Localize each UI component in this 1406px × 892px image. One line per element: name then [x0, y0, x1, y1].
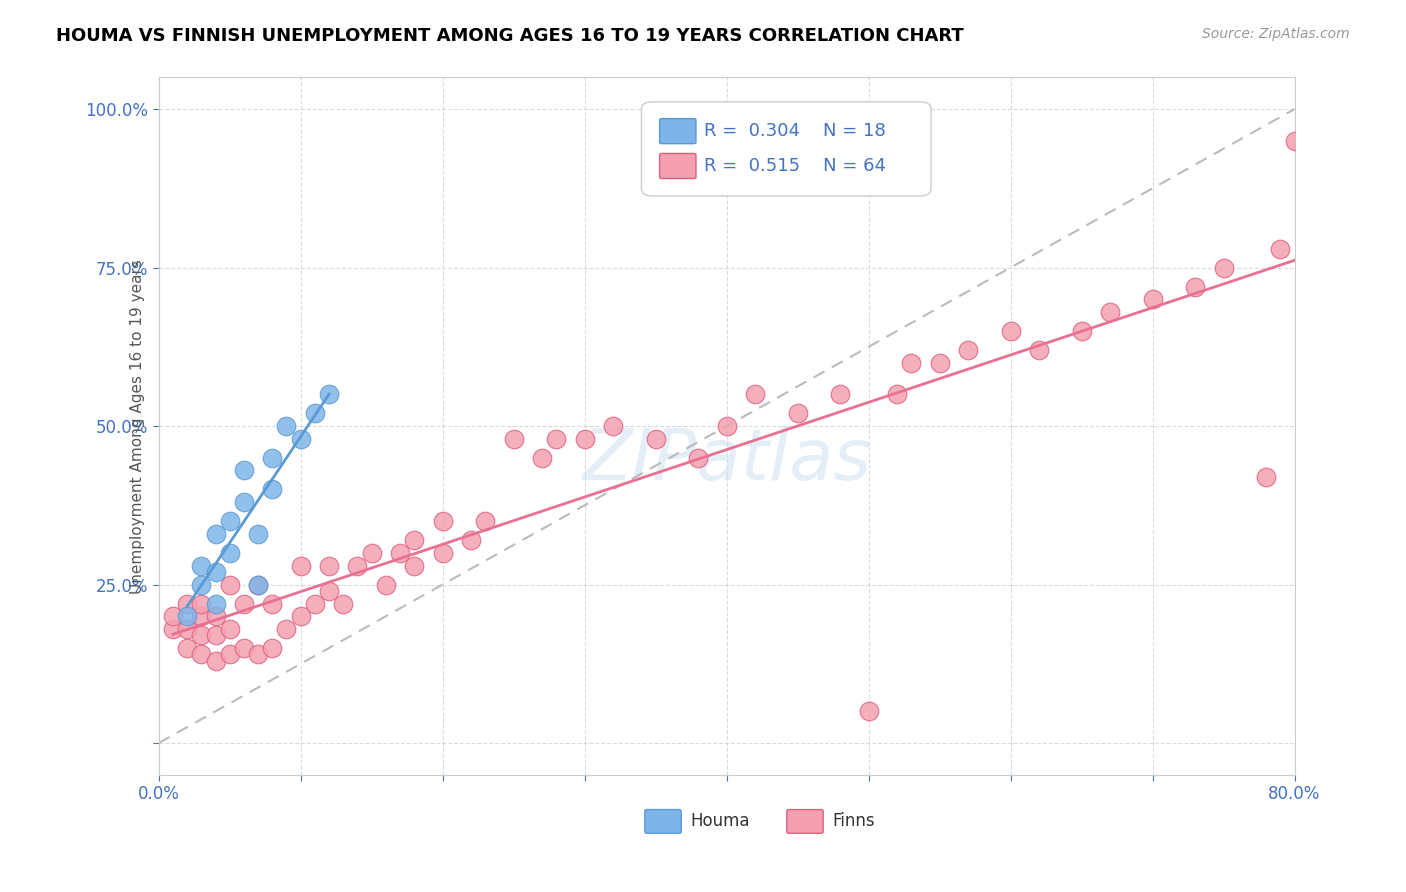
Point: [290, 432, 312, 446]
Point: [502, 432, 524, 446]
Point: [232, 463, 254, 477]
Point: [304, 406, 326, 420]
Point: [190, 558, 212, 573]
Point: [1098, 305, 1121, 319]
Point: [204, 654, 226, 668]
Point: [830, 387, 852, 401]
Point: [232, 495, 254, 509]
Point: [1184, 279, 1206, 293]
Text: R =  0.515    N = 64: R = 0.515 N = 64: [704, 157, 886, 175]
Point: [247, 647, 270, 661]
Point: [346, 558, 368, 573]
Point: [374, 577, 396, 591]
Point: [276, 622, 298, 636]
Point: [162, 622, 184, 636]
Point: [176, 597, 198, 611]
Point: [716, 419, 738, 434]
Point: [574, 432, 596, 446]
FancyBboxPatch shape: [659, 119, 696, 144]
Point: [262, 640, 284, 655]
Point: [531, 450, 554, 465]
Point: [1284, 134, 1306, 148]
Point: [460, 533, 482, 548]
FancyBboxPatch shape: [787, 810, 823, 833]
Point: [247, 577, 270, 591]
Point: [928, 356, 950, 370]
Point: [190, 628, 212, 642]
Point: [318, 583, 340, 598]
Point: [389, 546, 412, 560]
Point: [262, 597, 284, 611]
Point: [204, 609, 226, 624]
Point: [262, 450, 284, 465]
Point: [332, 597, 354, 611]
Point: [602, 419, 624, 434]
Point: [218, 514, 240, 528]
FancyBboxPatch shape: [659, 153, 696, 178]
Point: [886, 387, 908, 401]
Point: [318, 558, 340, 573]
Point: [176, 609, 198, 624]
Point: [190, 597, 212, 611]
Point: [404, 558, 426, 573]
Point: [786, 406, 808, 420]
FancyBboxPatch shape: [641, 102, 931, 196]
Text: Source: ZipAtlas.com: Source: ZipAtlas.com: [1202, 27, 1350, 41]
Point: [1000, 324, 1022, 338]
Text: R =  0.304    N = 18: R = 0.304 N = 18: [704, 122, 886, 140]
Text: HOUMA VS FINNISH UNEMPLOYMENT AMONG AGES 16 TO 19 YEARS CORRELATION CHART: HOUMA VS FINNISH UNEMPLOYMENT AMONG AGES…: [56, 27, 965, 45]
Point: [956, 343, 979, 357]
Point: [262, 483, 284, 497]
Text: Finns: Finns: [832, 813, 875, 830]
Point: [688, 450, 710, 465]
Point: [218, 577, 240, 591]
Point: [176, 640, 198, 655]
Point: [858, 704, 880, 718]
Text: ZIPatlas: ZIPatlas: [582, 426, 872, 495]
Point: [276, 419, 298, 434]
Point: [318, 387, 340, 401]
Point: [744, 387, 766, 401]
Point: [247, 577, 270, 591]
Point: [360, 546, 382, 560]
Point: [204, 565, 226, 579]
Point: [190, 609, 212, 624]
Point: [1256, 470, 1278, 484]
Point: [304, 597, 326, 611]
Point: [290, 609, 312, 624]
Y-axis label: Unemployment Among Ages 16 to 19 years: Unemployment Among Ages 16 to 19 years: [129, 259, 145, 593]
Point: [1028, 343, 1050, 357]
Point: [474, 514, 496, 528]
Point: [290, 558, 312, 573]
Point: [218, 647, 240, 661]
Point: [404, 533, 426, 548]
Point: [176, 622, 198, 636]
Point: [162, 609, 184, 624]
Point: [1270, 242, 1292, 256]
Point: [900, 356, 922, 370]
Point: [1142, 293, 1164, 307]
Point: [204, 526, 226, 541]
Point: [1212, 260, 1234, 275]
Point: [644, 432, 666, 446]
Point: [232, 640, 254, 655]
Point: [432, 514, 454, 528]
Text: Houma: Houma: [690, 813, 749, 830]
Point: [204, 597, 226, 611]
Point: [1070, 324, 1092, 338]
Point: [218, 622, 240, 636]
Point: [546, 432, 568, 446]
Point: [190, 647, 212, 661]
Point: [190, 577, 212, 591]
Point: [247, 526, 270, 541]
Point: [432, 546, 454, 560]
Point: [218, 546, 240, 560]
Point: [204, 628, 226, 642]
FancyBboxPatch shape: [645, 810, 681, 833]
Point: [232, 597, 254, 611]
